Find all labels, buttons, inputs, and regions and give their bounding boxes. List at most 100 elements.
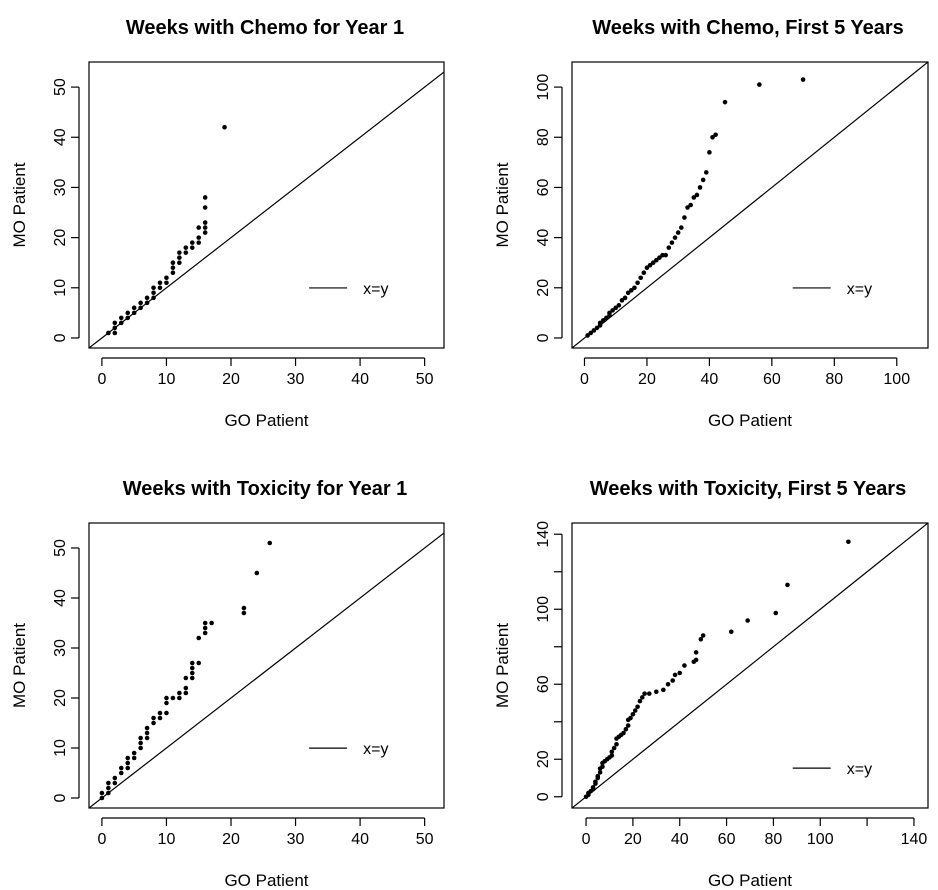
y-axis-label: MO Patient [493,162,512,247]
data-point [196,635,202,641]
data-point [611,745,617,751]
data-point [157,280,163,286]
data-point [635,704,640,710]
data-point [600,764,605,770]
data-point [99,795,105,801]
data-point [209,620,214,626]
x-tick-label: 40 [671,831,689,848]
data-point [125,315,131,321]
data-point [106,785,111,791]
legend-label: x=y [363,281,388,298]
data-point [607,310,612,316]
data-point [728,629,734,635]
data-point [222,124,227,130]
plot-frame [88,522,445,809]
y-tick-label: 20 [535,750,552,768]
x-tick-label: 10 [158,371,176,388]
plot-frame [571,522,929,809]
x-tick-label: 20 [624,831,642,848]
data-point [722,99,728,105]
data-point [177,250,182,255]
data-point [164,710,169,716]
data-point [647,262,653,268]
x-tick-label: 50 [416,831,434,848]
reference-line-x-equals-y [572,62,928,348]
y-tick-label: 20 [535,279,552,297]
data-point [657,255,662,260]
data-point [202,225,208,230]
y-tick-label: 40 [52,589,69,607]
data-point [157,715,163,721]
x-tick-label: 20 [222,831,240,848]
data-point [593,779,598,785]
data-point [189,660,195,666]
data-point [672,235,678,240]
y-tick-label: 0 [52,333,69,342]
data-point [707,150,712,155]
x-tick-label: 0 [97,371,106,388]
y-axis-label: MO Patient [10,623,29,708]
data-point [846,539,851,545]
data-point [112,775,118,781]
data-point [196,660,202,666]
data-point [164,275,169,281]
data-point [177,260,182,266]
data-point [138,735,143,741]
x-tick-label: 100 [883,371,910,388]
plot-frame [571,61,929,349]
data-point [654,257,659,263]
data-point [202,630,208,636]
data-point [638,275,644,281]
data-point [144,730,150,736]
data-point [590,785,596,790]
data-point [170,270,176,276]
data-point [196,235,202,240]
data-point [164,695,169,701]
x-tick-label: 60 [763,371,781,388]
data-point [685,205,690,210]
y-tick-label: 30 [52,639,69,657]
data-point [650,260,656,266]
data-point [644,265,650,271]
data-point [703,170,709,175]
data-point [106,330,111,336]
data-point [698,636,704,642]
data-point [202,625,208,631]
data-point [675,230,681,235]
data-point [118,765,124,771]
y-tick-label: 100 [535,596,552,623]
data-point [710,134,715,140]
y-tick-label: 50 [52,78,69,96]
data-point [183,690,189,696]
data-point [616,303,622,308]
data-point [164,280,169,286]
data-point [189,665,195,671]
data-point [588,330,594,336]
x-tick-label: 20 [638,371,656,388]
y-tick-label: 60 [535,675,552,693]
data-point [202,220,208,225]
x-tick-label: 30 [287,831,305,848]
data-point [682,663,687,668]
y-tick-label: 10 [52,279,69,297]
data-point [663,252,668,258]
data-point [613,305,619,311]
data-point [682,215,687,220]
data-point [151,290,156,296]
data-point [600,318,606,323]
reference-line-x-equals-y [89,532,444,808]
data-point [691,195,697,200]
x-tick-label: 50 [416,371,434,388]
data-point [151,285,156,291]
data-point [632,285,637,291]
data-point [623,726,629,732]
data-point [594,325,600,331]
data-point [125,755,131,761]
y-tick-label: 0 [535,333,552,342]
data-point [131,750,137,756]
data-point [112,325,118,331]
data-point [189,240,195,245]
panel-title: Weeks with Chemo for Year 1 [126,17,404,39]
data-point [151,715,156,721]
data-point [170,695,176,701]
